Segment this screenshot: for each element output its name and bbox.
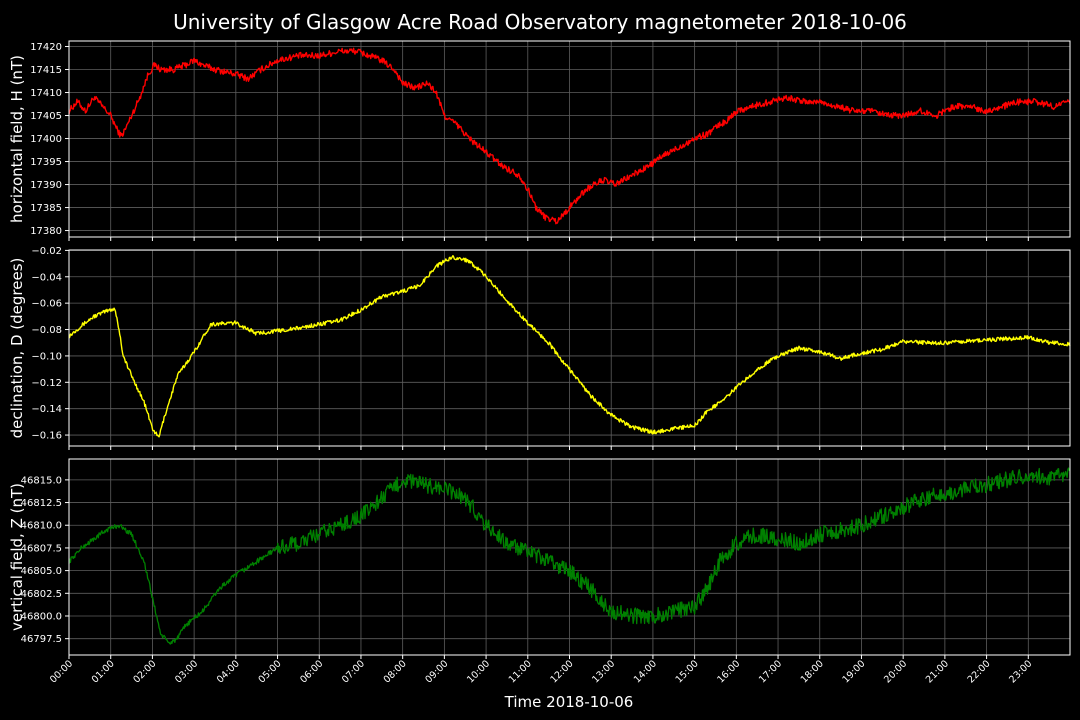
- y-tick-label: 46812.5: [21, 498, 62, 509]
- panel-1: 17380 17385 17390 17395 17400 17405 17410 17415…: [8, 40, 1071, 241]
- panel-2: −0.16 −0.14 −0.12 −0.10 −0.08 −0.06 −0.04 −0.02…: [8, 246, 1071, 450]
- y-axis-label: declination, D (degrees): [8, 258, 26, 439]
- y-tick-label: −0.16: [31, 431, 62, 442]
- series-line: [68, 467, 1071, 645]
- y-tick-label: −0.02: [31, 246, 62, 257]
- y-tick-label: 46810.0: [21, 521, 62, 532]
- y-tick-label: 17400: [30, 134, 62, 145]
- y-tick-label: −0.10: [31, 351, 62, 362]
- y-tick-label: −0.04: [31, 272, 62, 283]
- y-tick-label: 17385: [30, 203, 62, 214]
- y-axis-label: vertical field, Z (nT): [8, 483, 26, 631]
- y-tick-label: −0.06: [31, 299, 62, 310]
- y-tick-label: −0.14: [31, 404, 62, 415]
- y-tick-label: 46802.5: [21, 589, 62, 600]
- series-line: [68, 47, 1071, 225]
- y-tick-label: 46815.0: [21, 475, 62, 486]
- panel-3: 46797.5 46800.0 46802.5 46805.0 46807.5 46810…: [8, 458, 1071, 659]
- y-tick-label: 17390: [30, 180, 62, 191]
- y-tick-label: 46797.5: [21, 634, 62, 645]
- figure-title: University of Glasgow Acre Road Observat…: [173, 10, 907, 34]
- y-tick-label: 17410: [30, 88, 62, 99]
- y-axis-label: horizontal field, H (nT): [8, 55, 26, 223]
- x-axis-label: Time 2018-10-06: [504, 693, 634, 711]
- y-tick-label: −0.12: [31, 378, 62, 389]
- y-tick-label: 17395: [30, 157, 62, 168]
- y-tick-label: 17405: [30, 111, 62, 122]
- chart-panels: 17380 17385 17390 17395 17400 17405 17410 17415…: [8, 40, 1071, 659]
- y-tick-label: 46807.5: [21, 543, 62, 554]
- y-tick-label: 46805.0: [21, 566, 62, 577]
- series-line: [68, 254, 1071, 438]
- y-tick-label: 17380: [30, 226, 62, 237]
- y-tick-label: 17415: [30, 65, 62, 76]
- y-tick-label: −0.08: [31, 325, 62, 336]
- y-tick-label: 46800.0: [21, 611, 62, 622]
- y-tick-label: 17420: [30, 42, 62, 53]
